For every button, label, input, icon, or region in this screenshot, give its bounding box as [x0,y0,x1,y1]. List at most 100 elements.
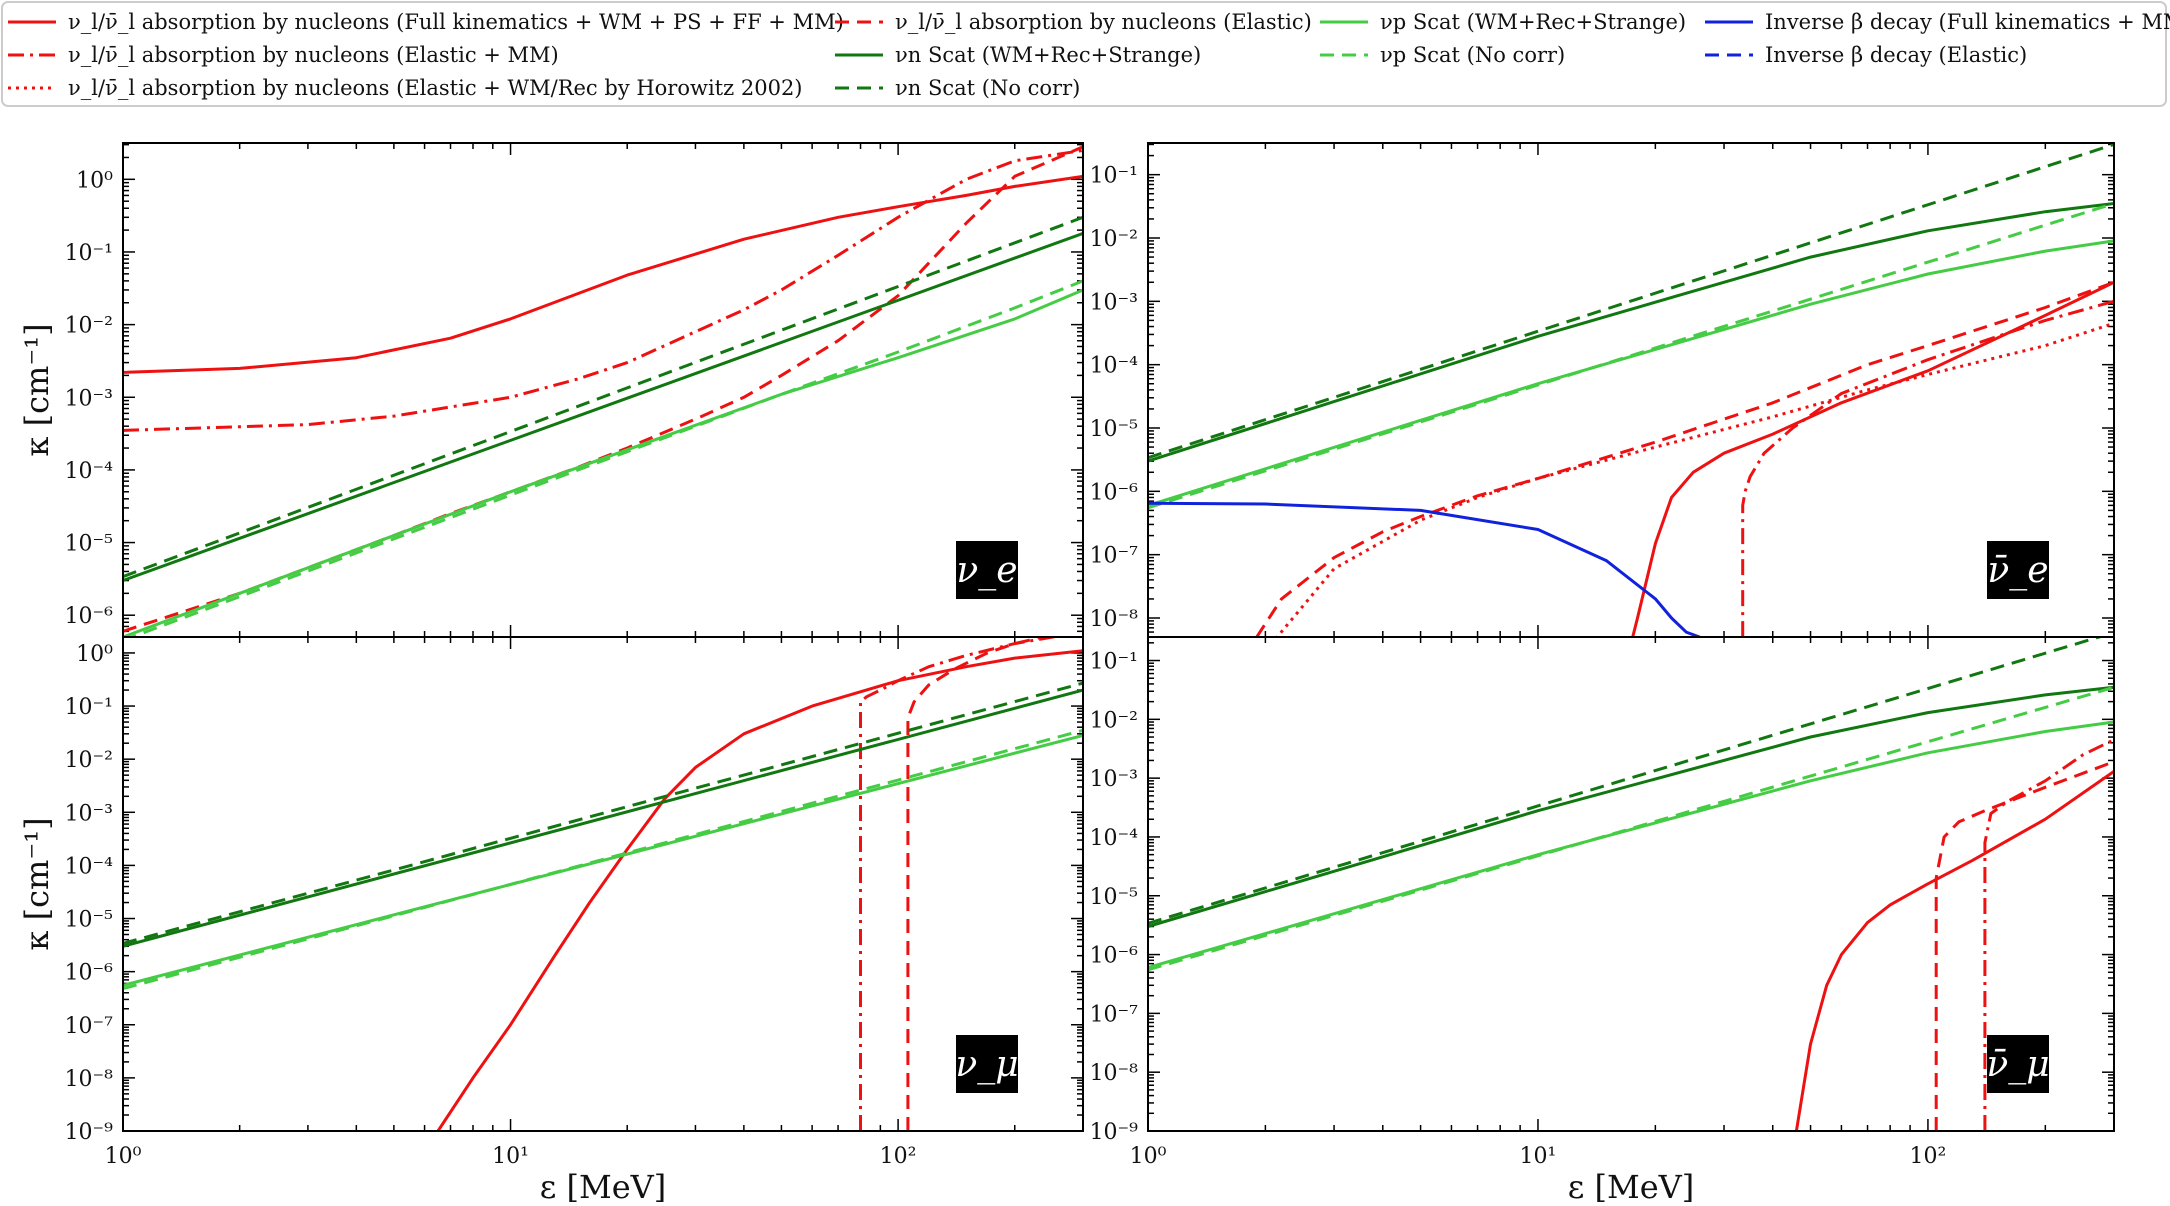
panel-badge-label: ν_μ [955,1044,1018,1085]
panel-nu-mu: 10⁰10⁻¹10⁻²10⁻³10⁻⁴10⁻⁵10⁻⁶10⁻⁷10⁻⁸10⁻⁹1… [18,636,1084,1206]
panel-nubar-e: 10⁻¹ 10⁻² 10⁻³ 10⁻⁴ 10⁻⁵ 10⁻⁶ 10⁻⁷ 10⁻⁸ ν̄_e [1090,142,2115,638]
y-tick-label: 10⁻² [65,314,113,339]
series-abs_el [1255,280,2114,637]
series-np_nc [123,728,1083,991]
panel-badge-label: ν̄_μ [1986,1044,2049,1085]
y-tick-label: 10⁻⁶ [65,961,114,986]
y-tick-label: 10⁻⁴ [65,459,114,484]
series-np_nc [127,279,1083,637]
y-tick-label: 10⁻² [1090,227,1138,252]
y-tick-label: 10⁻⁴ [1090,354,1139,379]
y-tick-label: 10⁻¹ [1090,164,1138,189]
y-tick-label: 10⁻³ [1090,767,1138,792]
y-axis-label: κ [cm⁻¹] [18,817,56,950]
series-ib_full [1148,501,1701,637]
y-tick-label: 10⁻⁸ [65,1067,114,1092]
series-nn_nc [123,215,1083,579]
series-abs_elmm [1741,299,2114,637]
legend: ν_l/ν̄_l absorption by nucleons (Full ki… [1,1,2170,107]
y-tick-label: 10⁻³ [65,801,113,826]
legend-label-ib_full: Inverse β decay (Full kinematics + MM) [1765,10,2170,34]
series-abs_full [1794,770,2114,1131]
plot-frame [1147,142,2115,638]
series-np_nc [1148,202,2114,510]
series-nn_full [1148,202,2114,463]
y-tick-label: 10⁻⁵ [65,532,113,557]
legend-label-nn_nc: νn Scat (No corr) [895,76,1080,100]
panel-badge [956,541,1018,599]
series-abs_horo [1275,321,2114,637]
y-tick-label: 10⁻¹ [1090,650,1138,675]
y-tick-label: 10⁻⁹ [1090,1120,1139,1145]
panel-badge-label: ν̄_e [1987,550,2048,591]
y-tick-label: 10⁻¹ [65,695,113,720]
series-group [123,637,1083,1131]
x-tick-label: 10¹ [492,1144,529,1169]
legend-label-abs_horo: ν_l/ν̄_l absorption by nucleons (Elastic… [68,76,803,100]
plot-frame [122,142,1084,638]
series-np_full [123,288,1083,637]
x-tick-label: 10⁰ [105,1144,142,1169]
x-tick-label: 10² [880,1144,917,1169]
y-tick-label: 10⁻⁸ [1090,607,1139,632]
series-nn_nc [123,681,1083,945]
x-tick-label: 10¹ [1520,1144,1557,1169]
y-tick-label: 10⁻⁸ [1090,1061,1139,1086]
y-tick-label: 10⁻⁷ [65,1014,114,1039]
series-np_full [1148,239,2114,507]
y-tick-label: 10⁰ [76,642,113,667]
y-tick-label: 10⁻⁵ [1090,885,1138,910]
y-tick-label: 10⁻⁶ [65,604,114,629]
x-axis-label: ε [MeV] [1568,1168,1695,1206]
y-tick-label: 10⁻² [65,748,113,773]
x-tick-label: 10² [1910,1144,1947,1169]
y-tick-label: 10⁻³ [65,386,113,411]
series-group [1148,143,2114,637]
x-axis-label: ε [MeV] [540,1168,667,1206]
series-abs_elmm [123,148,1083,432]
series-group [1148,637,2114,1131]
series-abs_full [436,649,1083,1131]
panel-nu-e: 10⁰ 10⁻¹ 10⁻² 10⁻³ 10⁻⁴ 10⁻⁵ 10⁻⁶ ν_e κ [cm⁻¹] [18,142,1084,638]
series-nn_nc [1148,637,2105,925]
y-tick-label: 10⁻² [1090,708,1138,733]
legend-label-np_nc: νp Scat (No corr) [1380,43,1565,67]
series-nn_nc [1148,143,2114,460]
y-tick-label: 10⁻⁷ [1090,544,1139,569]
plot-frame [1147,636,2115,1132]
panel-badge [1987,1035,2049,1093]
series-abs_full [123,174,1083,374]
legend-label-abs_full: ν_l/ν̄_l absorption by nucleons (Full ki… [68,10,844,34]
y-tick-label: 10⁻³ [1090,290,1138,315]
y-tick-label: 10⁻⁴ [1090,826,1139,851]
series-nn_full [123,688,1083,948]
y-tick-label: 10⁻⁴ [65,854,114,879]
series-np_nc [1148,685,2114,972]
legend-frame [1,1,2167,107]
y-tick-label: 10⁻⁶ [1090,480,1139,505]
y-tick-label: 10⁻⁵ [1090,417,1138,442]
y-tick-label: 10⁻⁵ [65,908,113,933]
panel-badge [956,1035,1018,1093]
legend-label-ib_el: Inverse β decay (Elastic) [1765,43,2027,67]
series-group [123,145,1083,637]
plot-frame [122,636,1084,1132]
series-abs_el [1934,760,2114,1131]
y-axis-label: κ [cm⁻¹] [18,323,56,456]
y-tick-label: 10⁻⁷ [1090,1002,1139,1027]
legend-label-abs_elmm: ν_l/ν̄_l absorption by nucleons (Elastic… [68,43,559,67]
y-tick-label: 10⁰ [76,168,113,193]
legend-label-np_full: νp Scat (WM+Rec+Strange) [1380,10,1686,34]
panel-badge-label: ν_e [956,550,1017,591]
x-tick-label: 10⁰ [1130,1144,1167,1169]
ticks [1147,143,2115,637]
series-abs_elmm [859,637,1062,1131]
y-tick-label: 10⁻¹ [65,241,113,266]
series-nn_full [1148,685,2114,928]
series-abs_el [123,145,1083,633]
legend-label-nn_full: νn Scat (WM+Rec+Strange) [895,43,1201,67]
legend-label-abs_el: ν_l/ν̄_l absorption by nucleons (Elastic… [895,10,1312,34]
series-abs_elmm [1983,738,2114,1131]
